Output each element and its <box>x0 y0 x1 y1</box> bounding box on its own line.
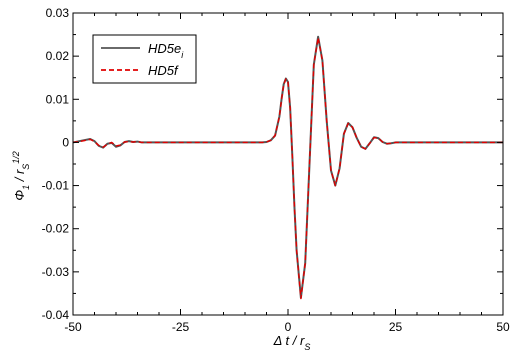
y-tick-label: -0.03 <box>42 265 70 279</box>
y-tick-label: 0.02 <box>46 49 70 63</box>
y-tick-label: 0.03 <box>46 6 70 20</box>
y-tick-label: -0.02 <box>42 222 70 236</box>
legend: HD5ei HD5f <box>92 34 197 84</box>
x-tick-label: -50 <box>64 320 82 334</box>
ticks-layer: -50 -25 0 25 50 -0.04 -0.03 -0.02 -0.01 0 0.01 0.02… <box>42 6 510 334</box>
y-tick-label: -0.04 <box>42 308 70 322</box>
x-axis-label: Δ t / rS <box>273 333 311 352</box>
series-line-hd5f <box>72 36 503 300</box>
x-tick-label: 50 <box>496 320 510 334</box>
x-tick-label: 0 <box>285 320 292 334</box>
y-tick-label: 0.01 <box>46 92 70 106</box>
y-tick-label: 0 <box>62 135 69 149</box>
x-tick-label: 25 <box>389 320 403 334</box>
y-tick-label: -0.01 <box>42 179 70 193</box>
x-tick-label: -25 <box>172 320 190 334</box>
series-layer <box>72 35 503 300</box>
legend-label-hd5ei: HD5ei <box>148 41 184 60</box>
legend-label-hd5f: HD5f <box>148 63 179 78</box>
legend-box <box>92 34 197 84</box>
y-axis-label: Φ1 / rS1/2 <box>11 151 31 201</box>
